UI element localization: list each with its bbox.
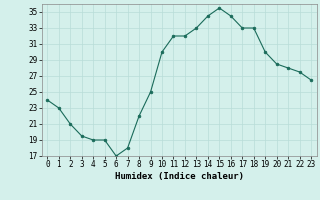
X-axis label: Humidex (Indice chaleur): Humidex (Indice chaleur) <box>115 172 244 181</box>
